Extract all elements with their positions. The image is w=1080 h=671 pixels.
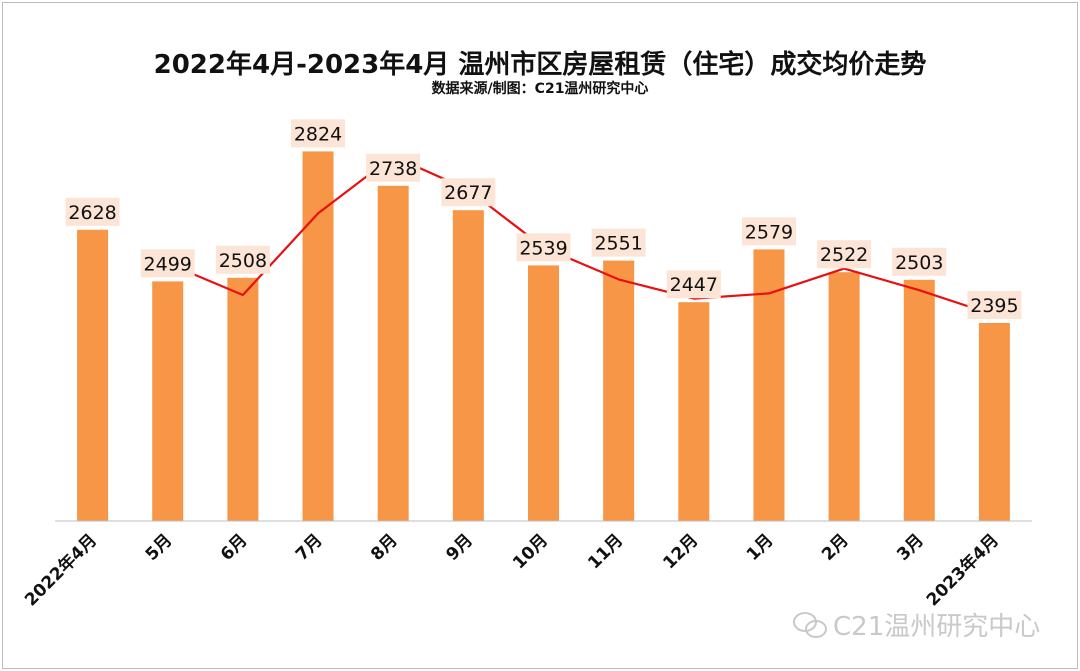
x-tick-label: 11月: [584, 530, 627, 573]
data-label-bg: [65, 197, 120, 226]
x-tick-label: 5月: [142, 530, 177, 565]
x-tick-label: 2月: [818, 530, 853, 565]
x-tick-label: 2022年4月: [20, 530, 101, 611]
data-label-group: 2447: [666, 270, 721, 299]
data-label-group: 2503: [892, 247, 947, 276]
data-label-bg: [215, 245, 270, 274]
data-label: 2522: [820, 244, 868, 266]
watermark-text: C21温州研究中心: [833, 611, 1041, 642]
x-tick-label: 3月: [893, 530, 928, 565]
data-label-bg: [666, 270, 721, 299]
x-tick-label: 9月: [442, 530, 477, 565]
bar: [152, 281, 184, 521]
bar: [227, 277, 259, 521]
data-label: 2677: [444, 182, 492, 204]
bars-group: [77, 151, 1010, 522]
data-label-bg: [741, 217, 796, 246]
x-tick-label: 12月: [659, 530, 702, 573]
chart-subtitle: 数据来源/制图：C21温州研究中心: [431, 81, 649, 97]
data-label: 2824: [294, 123, 342, 145]
x-tick-label: 6月: [217, 530, 252, 565]
watermark: C21温州研究中心: [793, 610, 1040, 642]
x-tick-label: 7月: [292, 530, 327, 565]
data-label: 2395: [970, 295, 1018, 317]
bar: [903, 279, 935, 521]
data-label: 2508: [219, 250, 267, 272]
x-tick-label: 8月: [367, 530, 402, 565]
wechat-icon: [793, 610, 827, 638]
data-label: 2579: [745, 221, 793, 243]
data-label: 2551: [594, 233, 642, 255]
data-label-group: 2628: [65, 197, 120, 226]
bar: [978, 323, 1010, 521]
data-label-group: 2499: [140, 249, 195, 278]
data-label-group: 2508: [215, 245, 270, 274]
data-label-group: 2395: [967, 291, 1022, 319]
x-tick-label: 10月: [509, 530, 552, 573]
data-labels-group: 2628 2499 2508 2824 2738 2677 2539 2551 2447 2579…: [65, 119, 1022, 319]
bar: [377, 185, 409, 522]
data-label: 2738: [369, 158, 417, 180]
data-label-bg: [140, 249, 195, 278]
data-label: 2499: [144, 253, 192, 275]
data-label-bg: [516, 233, 571, 262]
data-label-group: 2539: [516, 233, 571, 262]
data-label-bg: [366, 153, 421, 182]
bar: [528, 265, 559, 521]
bar: [302, 151, 334, 521]
data-label: 2628: [68, 202, 116, 224]
trend-line: [167, 155, 995, 317]
data-label-bg: [967, 291, 1022, 319]
x-tick-label: 2023年4月: [922, 530, 1003, 611]
bar: [452, 210, 484, 521]
bar: [828, 272, 860, 521]
data-label: 2539: [519, 237, 567, 259]
data-label-bg: [817, 240, 872, 269]
bar: [77, 229, 109, 522]
bar: [678, 302, 710, 521]
data-label-bg: [591, 228, 646, 257]
x-tick-label: 1月: [743, 530, 778, 565]
data-label-group: 2551: [591, 228, 646, 257]
data-label-group: 2824: [291, 119, 346, 148]
trend-line-group: [167, 155, 995, 317]
bar: [603, 260, 635, 521]
data-label-group: 2677: [441, 178, 496, 207]
data-label-group: 2579: [741, 217, 796, 246]
chart-title: 2022年4月-2023年4月 温州市区房屋租赁（住宅）成交均价走势: [153, 50, 927, 80]
data-label-bg: [441, 178, 496, 207]
data-label-bg: [291, 119, 346, 148]
data-label-group: 2522: [817, 240, 872, 269]
data-label-group: 2738: [366, 153, 421, 182]
data-label: 2447: [670, 274, 718, 296]
data-label: 2503: [895, 252, 943, 274]
data-label-bg: [892, 247, 947, 276]
